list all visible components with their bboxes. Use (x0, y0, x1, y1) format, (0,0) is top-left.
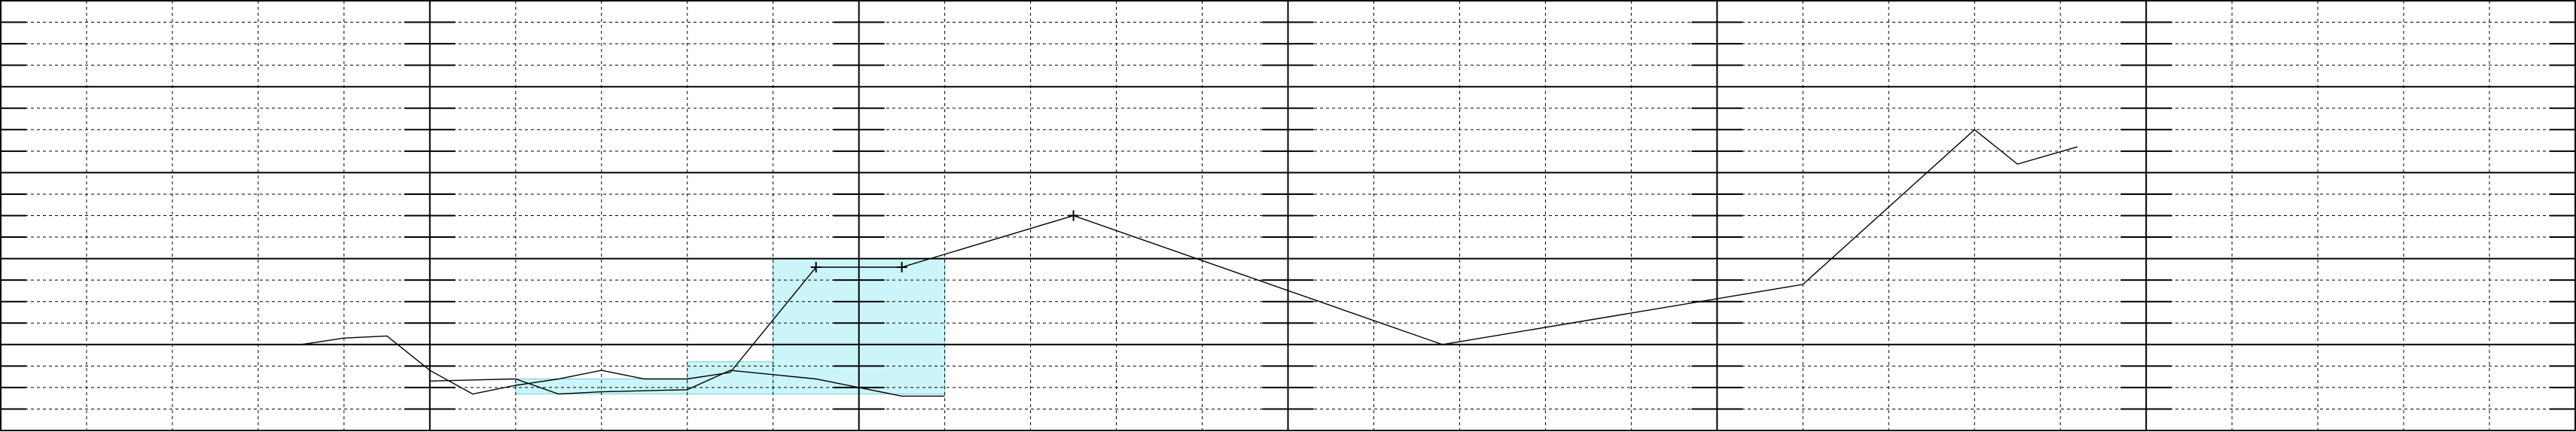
highlight-region-1 (687, 361, 774, 394)
series-lines (300, 129, 2078, 397)
series-line-0 (300, 129, 2078, 395)
axis-ticks (1, 21, 2575, 410)
data-point-marker (810, 262, 822, 273)
data-markers (810, 210, 1079, 273)
data-point-marker (896, 262, 907, 273)
data-point-marker (1068, 210, 1079, 221)
series-line-1 (429, 370, 945, 397)
